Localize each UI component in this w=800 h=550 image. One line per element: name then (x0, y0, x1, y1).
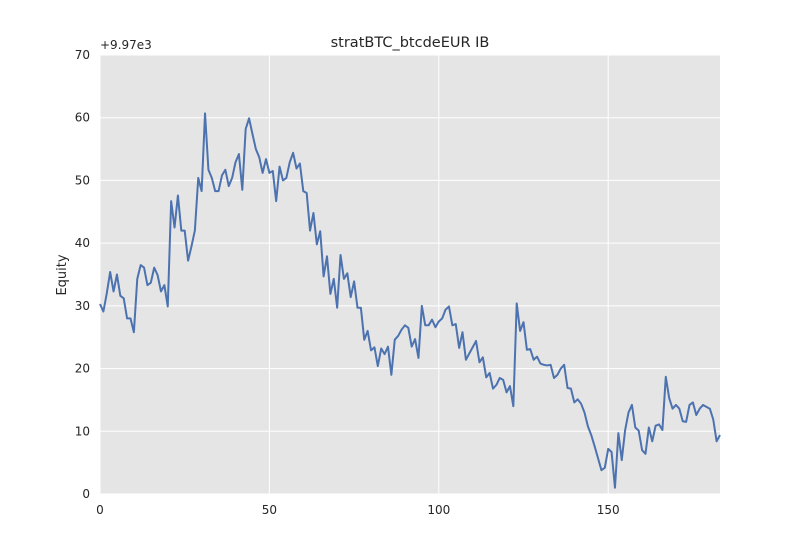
y-tick-label: 0 (82, 487, 90, 501)
y-tick-label: 10 (75, 424, 90, 438)
plot-background (100, 55, 720, 494)
tick-label-layer: 0 10 20 30 40 50 60 70 0 50 100 150 (75, 48, 620, 517)
x-tick-label: 150 (597, 503, 620, 517)
y-tick-label: 30 (75, 299, 90, 313)
y-tick-label: 60 (75, 111, 90, 125)
y-tick-label: 50 (75, 173, 90, 187)
y-axis-label: Equity (55, 254, 70, 295)
chart-title: stratBTC_btcdeEUR IB (331, 35, 490, 51)
grid-layer (99, 54, 720, 495)
y-tick-label: 70 (75, 48, 90, 62)
series-layer (99, 112, 721, 489)
x-tick-label: 0 (96, 503, 104, 517)
x-tick-label: 50 (262, 503, 277, 517)
equity-series-line (99, 112, 721, 489)
y-tick-label: 40 (75, 236, 90, 250)
y-axis-offset-label: +9.97e3 (100, 38, 152, 52)
y-tick-label: 20 (75, 362, 90, 376)
x-tick-label: 100 (427, 503, 450, 517)
